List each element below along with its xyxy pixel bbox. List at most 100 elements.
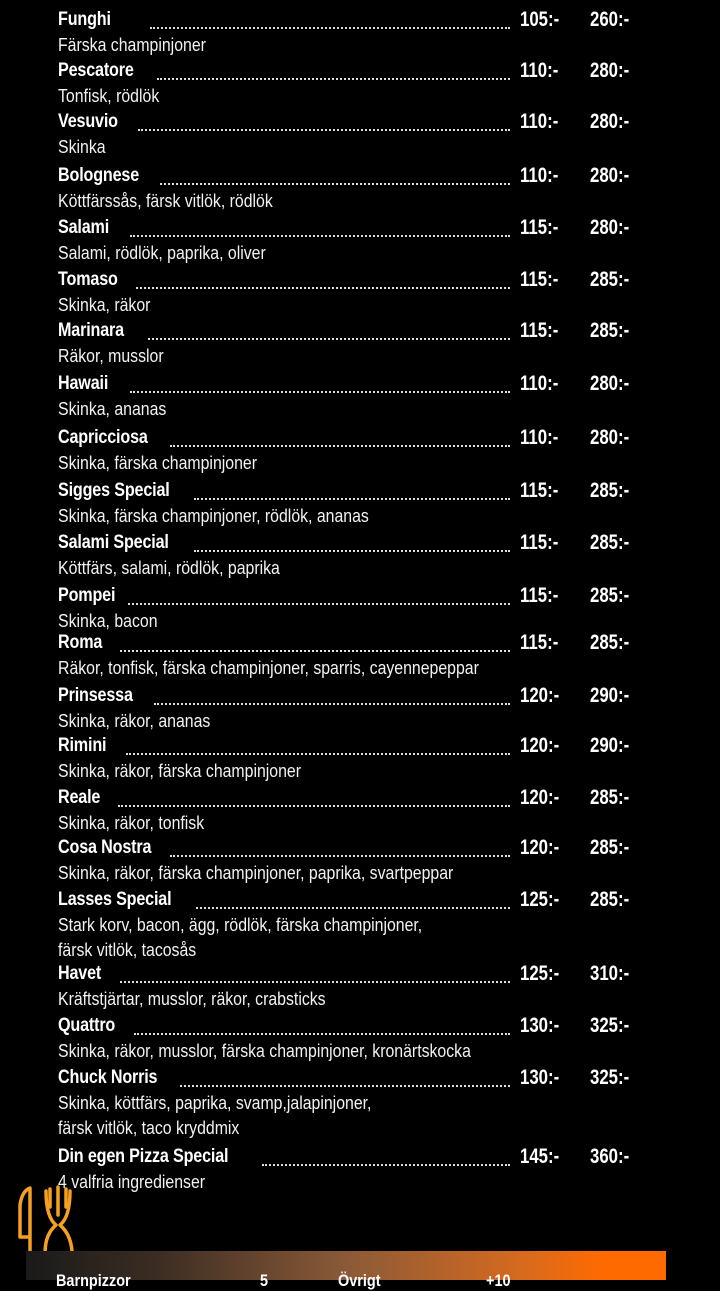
price-large: 280:- xyxy=(590,372,630,395)
price-small: 115:- xyxy=(520,216,559,239)
menu-item: Marinara 115:- 285:- xyxy=(58,319,658,346)
price-large: 325:- xyxy=(590,1066,630,1089)
price-large: 325:- xyxy=(590,1014,630,1037)
price-large: 280:- xyxy=(590,216,630,239)
price-small: 115:- xyxy=(520,268,559,291)
price-large: 360:- xyxy=(590,1145,630,1168)
item-description: Salami, rödlök, paprika, oliver xyxy=(58,243,266,263)
footer-category-band: Barnpizzor 5 Övrigt +10 xyxy=(26,1251,666,1290)
price-small: 110:- xyxy=(520,426,559,449)
item-description: Tonfisk, rödlök xyxy=(58,86,160,106)
item-name: Tomaso xyxy=(58,269,118,290)
dot-leader xyxy=(120,971,510,983)
menu-item: Quattro 130:- 325:- xyxy=(58,1014,658,1041)
item-name: Havet xyxy=(58,963,102,984)
item-name: Vesuvio xyxy=(58,111,118,132)
item-name: Funghi xyxy=(58,9,111,30)
menu-item: Bolognese 110:- 280:- xyxy=(58,164,658,191)
dot-leader xyxy=(196,897,510,909)
dot-leader xyxy=(130,225,510,237)
menu-item: Hawaii 110:- 280:- xyxy=(58,372,658,399)
menu-item: Prinsessa 120:- 290:- xyxy=(58,684,658,711)
item-name: Bolognese xyxy=(58,165,140,186)
price-large: 280:- xyxy=(590,59,630,82)
dot-leader xyxy=(138,119,510,131)
item-description: färsk vitlök, taco kryddmix xyxy=(58,1118,240,1138)
menu-item: Salami 115:- 280:- xyxy=(58,216,658,243)
menu-item: Din egen Pizza Special 145:- 360:- xyxy=(58,1145,658,1172)
item-name: Sigges Special xyxy=(58,480,170,501)
price-small: 115:- xyxy=(520,584,559,607)
item-name: Reale xyxy=(58,787,101,808)
menu-item: Rimini 120:- 290:- xyxy=(58,734,658,761)
item-name: Roma xyxy=(58,632,103,653)
menu-item: Vesuvio 110:- 280:- xyxy=(58,110,658,137)
menu-item: Tomaso 115:- 285:- xyxy=(58,268,658,295)
price-small: 110:- xyxy=(520,164,559,187)
menu-item: Reale 120:- 285:- xyxy=(58,786,658,813)
price-small: 125:- xyxy=(520,888,560,911)
price-small: 110:- xyxy=(520,59,559,82)
menu-item: Capricciosa 110:- 280:- xyxy=(58,426,658,453)
item-name: Pompei xyxy=(58,585,116,606)
item-name: Pescatore xyxy=(58,60,134,81)
item-description: färsk vitlök, tacosås xyxy=(58,940,197,960)
price-large: 285:- xyxy=(590,268,630,291)
price-large: 285:- xyxy=(590,786,630,809)
item-name: Rimini xyxy=(58,735,107,756)
item-description: Räkor, musslor xyxy=(58,346,164,366)
price-large: 285:- xyxy=(590,888,630,911)
dot-leader xyxy=(120,640,510,652)
price-small: 120:- xyxy=(520,786,560,809)
price-small: 115:- xyxy=(520,631,559,654)
dot-leader xyxy=(136,277,510,289)
item-name: Marinara xyxy=(58,320,124,341)
price-large: 285:- xyxy=(590,836,630,859)
dot-leader xyxy=(154,693,510,705)
item-description: Färska champinjoner xyxy=(58,35,206,55)
item-description: Skinka, bacon xyxy=(58,611,158,631)
item-name: Salami Special xyxy=(58,532,169,553)
item-name: Hawaii xyxy=(58,373,109,394)
dot-leader xyxy=(126,743,510,755)
item-description: Räkor, tonfisk, färska champinjoner, spa… xyxy=(58,658,479,678)
dot-leader xyxy=(194,488,510,500)
dot-leader xyxy=(118,795,510,807)
price-large: 285:- xyxy=(590,584,630,607)
dot-leader xyxy=(160,173,510,185)
dot-leader xyxy=(128,593,510,605)
price-small: 105:- xyxy=(520,8,560,31)
item-name: Din egen Pizza Special xyxy=(58,1146,229,1167)
item-description: Skinka, ananas xyxy=(58,399,167,419)
item-name: Capricciosa xyxy=(58,427,148,448)
item-description: Skinka, räkor, färska champinjoner xyxy=(58,761,302,781)
dot-leader xyxy=(262,1154,510,1166)
price-small: 120:- xyxy=(520,684,560,707)
price-large: 280:- xyxy=(590,164,630,187)
dot-leader xyxy=(148,328,510,340)
menu-item: Cosa Nostra 120:- 285:- xyxy=(58,836,658,863)
item-description: Köttfärs, salami, rödlök, paprika xyxy=(58,558,280,578)
menu-item: Lasses Special 125:- 285:- xyxy=(58,888,658,915)
dot-leader xyxy=(194,540,510,552)
item-description: Stark korv, bacon, ägg, rödlök, färska c… xyxy=(58,915,423,935)
item-description: Skinka xyxy=(58,137,106,157)
price-small: 145:- xyxy=(520,1145,560,1168)
item-description: Skinka, räkor, färska champinjoner, papr… xyxy=(58,863,454,883)
dot-leader xyxy=(170,435,510,447)
item-description: Skinka, räkor, ananas xyxy=(58,711,211,731)
price-large: 290:- xyxy=(590,684,630,707)
menu-item: Chuck Norris 130:- 325:- xyxy=(58,1066,658,1093)
dot-leader xyxy=(150,17,510,29)
price-large: 290:- xyxy=(590,734,630,757)
menu-item: Salami Special 115:- 285:- xyxy=(58,531,658,558)
item-name: Quattro xyxy=(58,1015,116,1036)
price-small: 130:- xyxy=(520,1066,560,1089)
item-description: 4 valfria ingredienser xyxy=(58,1172,206,1192)
price-small: 120:- xyxy=(520,734,560,757)
menu-item: Funghi 105:- 260:- xyxy=(58,8,658,35)
price-small: 125:- xyxy=(520,962,560,985)
dot-leader xyxy=(134,1023,510,1035)
kids-pizza-value: 5 xyxy=(260,1271,269,1290)
dot-leader xyxy=(157,68,510,80)
